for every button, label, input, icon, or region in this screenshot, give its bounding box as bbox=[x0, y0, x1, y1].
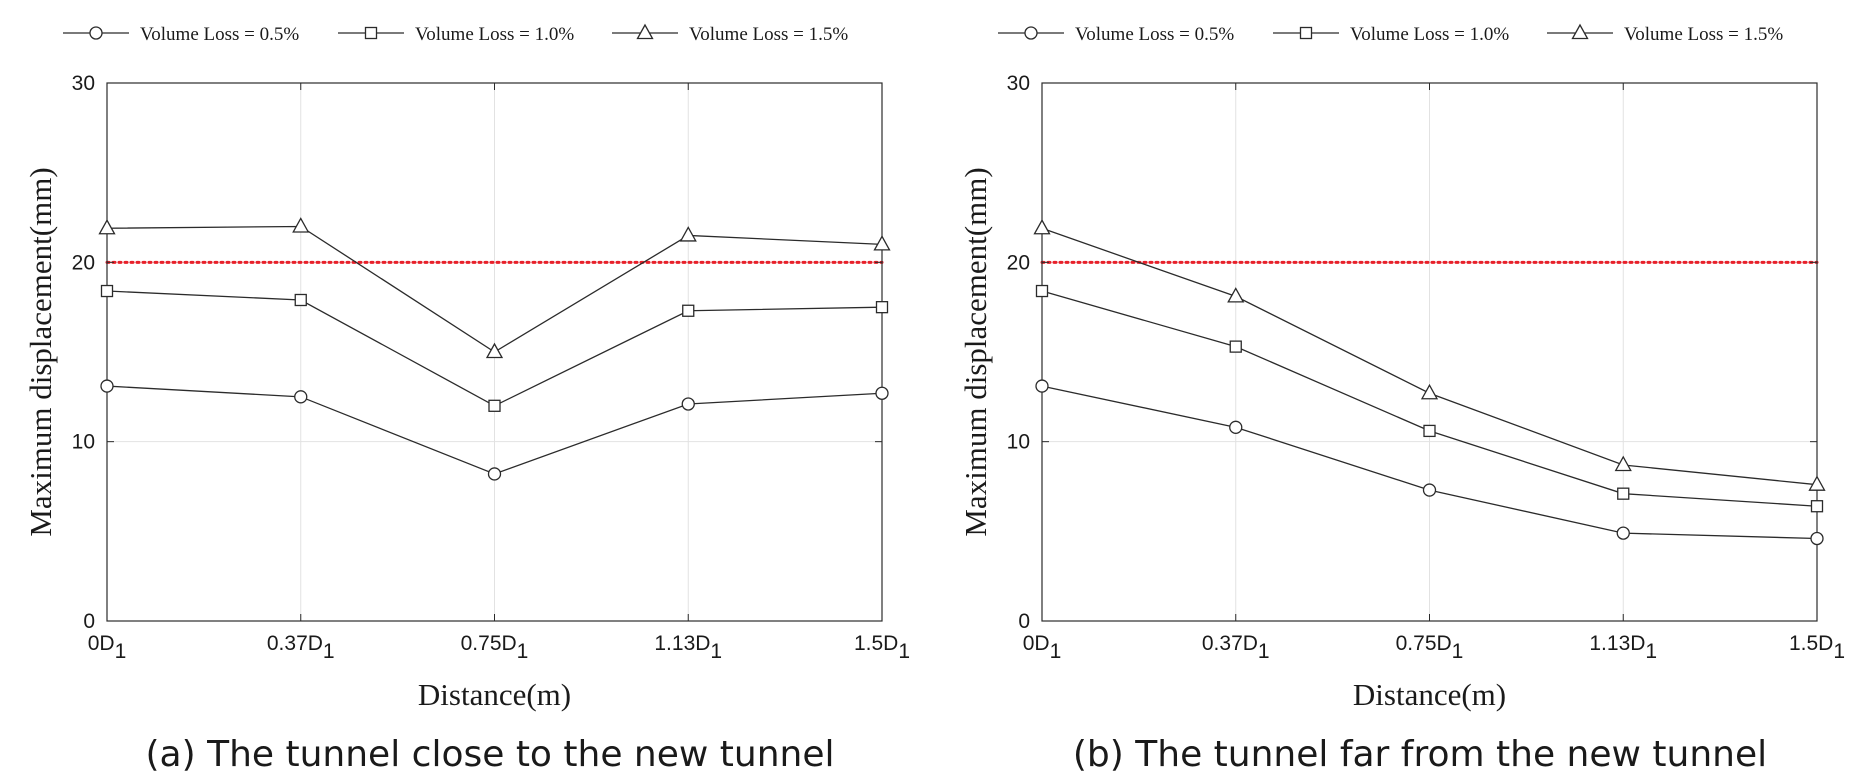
legend-marker-square bbox=[364, 26, 378, 40]
x-tick-subscript: 1 bbox=[898, 640, 910, 663]
legend-label: Volume Loss = 0.5% bbox=[1075, 24, 1234, 45]
x-tick-label: 0.75D1 bbox=[1396, 632, 1464, 663]
data-point-square bbox=[682, 304, 695, 317]
data-point-square bbox=[488, 399, 501, 412]
data-point-circle bbox=[1422, 483, 1437, 497]
data-point-triangle bbox=[679, 226, 697, 242]
x-tick-subscript: 1 bbox=[1258, 640, 1270, 663]
data-point-square bbox=[100, 284, 114, 298]
chart-panel-a: 0 10 20 30 0D1 0.37D1 0.75D1 1.13D1 1.5D1 Distanc… bbox=[23, 23, 910, 775]
data-point-circle bbox=[1035, 379, 1049, 393]
x-tick-label: 1.13D1 bbox=[1589, 632, 1657, 663]
legend-marker-square bbox=[1299, 26, 1313, 40]
x-tick-label: 0.37D1 bbox=[1202, 632, 1270, 663]
legend-label: Volume Loss = 0.5% bbox=[140, 24, 299, 45]
legend-label: Volume Loss = 1.0% bbox=[415, 24, 574, 45]
legend-label: Volume Loss = 1.5% bbox=[1624, 24, 1783, 45]
data-point-triangle bbox=[1033, 218, 1051, 235]
data-point-triangle bbox=[292, 217, 310, 233]
data-point-triangle bbox=[98, 218, 116, 235]
legend-marker-circle bbox=[89, 26, 103, 40]
x-tick-subscript: 1 bbox=[1645, 640, 1657, 663]
legend-marker-circle bbox=[1024, 26, 1038, 40]
y-tick-label: 10 bbox=[72, 431, 95, 454]
y-tick-label: 20 bbox=[1007, 251, 1030, 274]
data-point-square bbox=[1423, 424, 1436, 438]
x-tick-subscript: 1 bbox=[517, 640, 529, 663]
x-tick-subscript: 1 bbox=[1833, 640, 1845, 663]
x-tick-label: 1.5D1 bbox=[854, 632, 910, 663]
y-axis-label: Maximum displacement(mm) bbox=[958, 167, 993, 536]
data-point-circle bbox=[100, 379, 114, 393]
x-tick-label: 1.5D1 bbox=[1789, 632, 1845, 663]
data-point-circle bbox=[1810, 531, 1824, 546]
x-tick-label: 0.37D1 bbox=[267, 632, 335, 663]
data-point-square bbox=[1810, 500, 1824, 513]
data-point-square bbox=[1035, 284, 1049, 298]
data-point-square bbox=[1617, 487, 1630, 500]
data-point-circle bbox=[1616, 526, 1630, 540]
data-point-triangle bbox=[485, 342, 504, 359]
x-tick-subscript: 1 bbox=[1452, 640, 1464, 663]
figure-caption: (b) The tunnel far from the new tunnel bbox=[1073, 734, 1767, 775]
y-tick-label: 10 bbox=[1007, 431, 1030, 454]
x-tick-subscript: 1 bbox=[710, 640, 722, 663]
x-tick-subscript: 1 bbox=[115, 640, 127, 663]
y-axis-label: Maximum displacement(mm) bbox=[23, 167, 58, 536]
data-point-triangle bbox=[1808, 475, 1826, 491]
x-axis-label: Distance(m) bbox=[418, 677, 571, 712]
legend-label: Volume Loss = 1.0% bbox=[1350, 24, 1509, 45]
legend-marker-triangle bbox=[1571, 23, 1589, 40]
x-tick-label: 0D1 bbox=[88, 632, 127, 663]
data-point-square bbox=[1229, 340, 1242, 353]
x-tick-label: 0D1 bbox=[1023, 632, 1062, 663]
x-tick-subscript: 1 bbox=[323, 640, 335, 663]
data-point-circle bbox=[875, 386, 889, 400]
data-point-square bbox=[294, 293, 307, 307]
figure-caption: (a) The tunnel close to the new tunnel bbox=[146, 734, 835, 775]
data-point-triangle bbox=[1420, 383, 1439, 400]
chart-panel-b: 0 10 20 30 0D1 0.37D1 0.75D1 1.13D1 1.5D1 Distanc… bbox=[958, 23, 1845, 775]
x-tick-subscript: 1 bbox=[1050, 640, 1062, 663]
legend-marker-triangle bbox=[636, 23, 654, 40]
data-point-circle bbox=[487, 467, 502, 481]
x-axis-label: Distance(m) bbox=[1353, 677, 1506, 712]
legend-label: Volume Loss = 1.5% bbox=[689, 24, 848, 45]
data-point-triangle bbox=[873, 235, 891, 251]
data-point-triangle bbox=[1614, 455, 1632, 472]
data-point-circle bbox=[681, 397, 695, 411]
x-tick-label: 1.13D1 bbox=[654, 632, 722, 663]
data-point-circle bbox=[294, 390, 308, 404]
y-tick-label: 30 bbox=[1007, 72, 1030, 95]
y-tick-label: 0 bbox=[1018, 610, 1030, 633]
y-tick-label: 30 bbox=[72, 72, 95, 95]
data-point-triangle bbox=[1227, 287, 1245, 303]
x-tick-label: 0.75D1 bbox=[461, 632, 529, 663]
data-point-circle bbox=[1229, 420, 1243, 434]
y-tick-label: 20 bbox=[72, 251, 95, 274]
y-tick-label: 0 bbox=[83, 610, 95, 633]
data-point-square bbox=[875, 301, 889, 314]
